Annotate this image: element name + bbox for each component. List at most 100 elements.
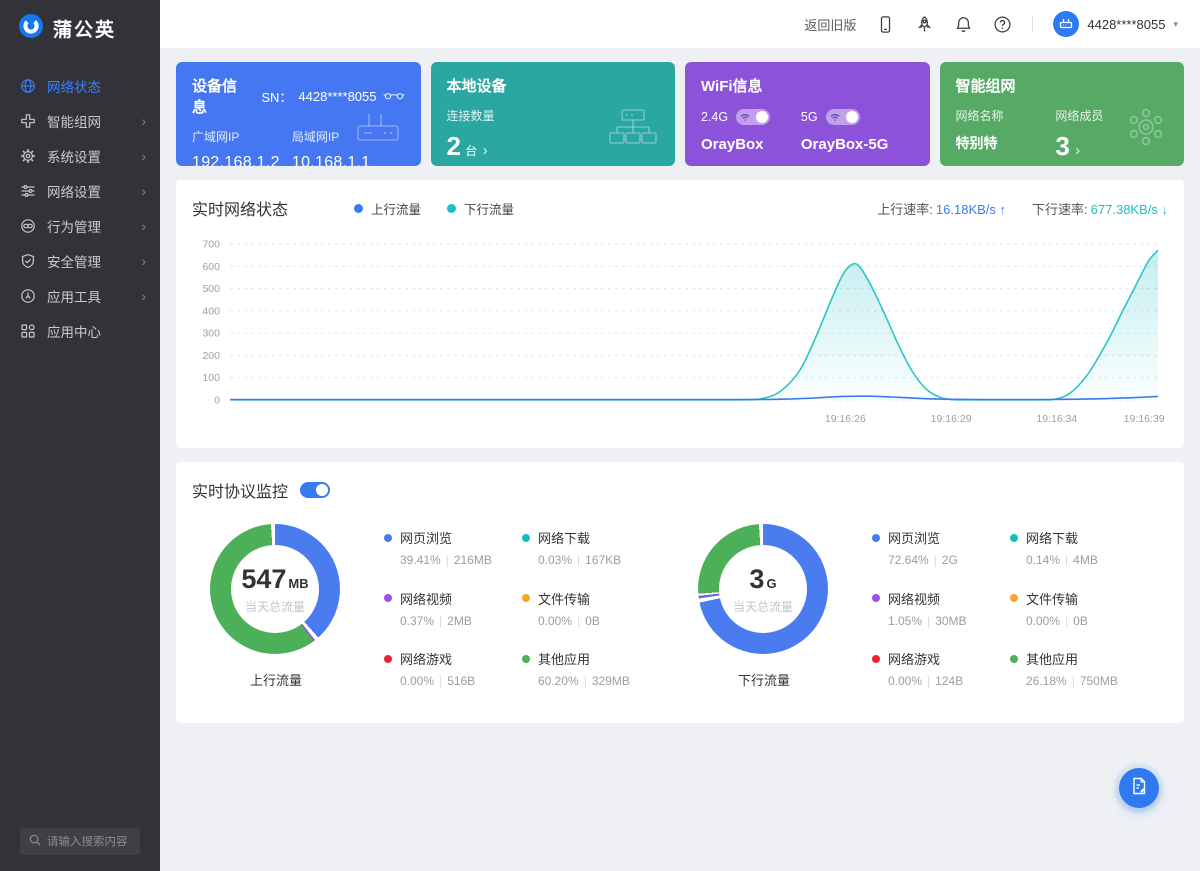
connection-count-value[interactable]: 2 台 › (446, 131, 488, 161)
sn-reveal-glasses-icon[interactable] (382, 89, 405, 104)
protocol-legend-item: 网络游戏 0.00% | 124B (872, 649, 1002, 689)
band-2g-label: 2.4G (701, 110, 729, 124)
main-area: 返回旧版 4428****8055 ▾ 设备信息 SN： (160, 0, 1200, 871)
router-watermark-icon (349, 111, 407, 156)
sidebar-item-network-status[interactable]: 网络状态 (0, 68, 160, 103)
rate-indicators: 上行速率: 16.18KB/s ↑ 下行速率: 677.38KB/s ↓ (877, 199, 1168, 218)
chevron-right-icon: › (141, 217, 146, 234)
content: 设备信息 SN： 4428****8055 广域网IP 192.168.1.2 (160, 48, 1200, 723)
document-edit-icon (1129, 776, 1149, 801)
chevron-right-icon: › (141, 287, 146, 304)
realtime-network-panel: 实时网络状态 上行流量 下行流量 上行速率: 16.18KB/s ↑ 下行速率: 67… (176, 180, 1184, 448)
lan-ip-label: 局域网IP (291, 130, 340, 144)
device-tree-watermark-icon (605, 107, 661, 156)
wifi-card-title: WiFi信息 (701, 78, 763, 95)
svg-text:300: 300 (202, 328, 220, 340)
legend-dot (522, 533, 530, 542)
router-avatar-icon (1053, 11, 1080, 37)
download-protocol-legend: 网页浏览 72.64% | 2G 网络下载 0.14% | 4MB 网络视频 1.05% | 30MB… (872, 528, 1140, 689)
network-members-value[interactable]: 3 › (1055, 131, 1081, 161)
network-name-label: 网络名称 (955, 109, 1004, 123)
download-total-caption: 当天总流量 (732, 599, 793, 614)
wifi-2g-toggle[interactable] (736, 109, 771, 125)
sidebar-item-smart-network[interactable]: 智能组网 › (0, 103, 160, 138)
mesh-icon (20, 113, 36, 129)
arrow-down-icon: ↓ (1161, 201, 1169, 217)
wan-ip-label: 广域网IP (192, 130, 240, 144)
summary-cards-row: 设备信息 SN： 4428****8055 广域网IP 192.168.1.2 (176, 62, 1184, 166)
svg-text:500: 500 (202, 283, 220, 295)
local-card-title: 本地设备 (446, 78, 507, 95)
svg-text:19:16:26: 19:16:26 (825, 413, 866, 425)
legend-dot (872, 594, 880, 603)
phone-icon[interactable] (876, 15, 895, 34)
legend-dot (1010, 654, 1018, 663)
legend-dot (354, 203, 364, 213)
download-rate: 下行速率: 677.38KB/s ↓ (1032, 201, 1169, 217)
device-card-title: 设备信息 (192, 78, 238, 116)
sidebar-item-app-tools[interactable]: 应用工具 › (0, 278, 160, 313)
upload-protocol-legend: 网页浏览 39.41% | 216MB 网络下载 0.03% | 167KB 网络视频 0.37%… (384, 528, 652, 689)
download-total-value: 3 (749, 563, 765, 594)
legend-dot (872, 654, 880, 663)
chevron-right-icon: › (482, 142, 488, 159)
ssid-2g: OrayBox (701, 136, 764, 153)
caret-down-icon: ▾ (1173, 18, 1178, 29)
protocol-legend-item: 网络下载 0.14% | 4MB (1010, 528, 1140, 568)
behavior-icon (20, 218, 36, 234)
upload-protocol-block: 547 MB 当天总流量 上行流量 网页浏览 39.41% | 216MB 网络下载 0.0… (192, 524, 680, 689)
svg-text:400: 400 (202, 305, 220, 317)
feedback-button[interactable] (1119, 768, 1159, 808)
protocol-legend-item: 文件传输 0.00% | 0B (1010, 589, 1140, 629)
grid-icon (20, 323, 36, 339)
ssid-5g: OrayBox-5G (800, 136, 889, 153)
device-info-card: 设备信息 SN： 4428****8055 广域网IP 192.168.1.2 (176, 62, 421, 166)
wifi-info-card: WiFi信息 2.4G 5G OrayBox (685, 62, 930, 166)
upload-donut-label: 上行流量 (249, 673, 302, 688)
legend-dot (447, 203, 457, 213)
sidebar-item-system-settings[interactable]: 系统设置 › (0, 138, 160, 173)
lan-ip-value: 10.168.1.1 (291, 154, 371, 166)
wifi-5g-toggle[interactable] (825, 109, 860, 125)
svg-text:100: 100 (202, 372, 220, 384)
account-name: 4428****8055 (1087, 16, 1166, 32)
protocol-monitor-toggle[interactable] (300, 482, 331, 498)
gear-icon (20, 148, 36, 164)
svg-text:600: 600 (202, 261, 220, 273)
topbar: 返回旧版 4428****8055 ▾ (160, 0, 1200, 48)
search-input[interactable] (47, 835, 131, 848)
sidebar-search[interactable] (20, 828, 140, 855)
device-sn: SN： 4428****8055 (261, 87, 405, 106)
sidebar-item-security-management[interactable]: 安全管理 › (0, 243, 160, 278)
protocol-legend-item: 网络游戏 0.00% | 516B (384, 649, 514, 689)
sidebar-item-behavior-management[interactable]: 行为管理 › (0, 208, 160, 243)
sidebar-item-app-center[interactable]: 应用中心 (0, 313, 160, 348)
sidebar: 蒲公英 网络状态 智能组网 › 系统设置 › 网络设置 › 行为管理 › 安全管理 › 应用工具 › 应用… (0, 0, 160, 871)
help-icon[interactable] (993, 15, 1012, 34)
shield-icon (20, 253, 36, 269)
rocket-icon[interactable] (915, 15, 934, 34)
arrow-up-icon: ↑ (999, 201, 1007, 217)
back-to-old-version-link[interactable]: 返回旧版 (804, 17, 857, 33)
bell-icon[interactable] (954, 15, 973, 34)
legend-item[interactable]: 上行流量 (354, 199, 421, 218)
brand-logo-icon (18, 13, 44, 44)
svg-text:0: 0 (214, 395, 220, 407)
sidebar-menu: 网络状态 智能组网 › 系统设置 › 网络设置 › 行为管理 › 安全管理 › 应用工具 › 应用中心 (0, 68, 160, 348)
sidebar-item-network-settings[interactable]: 网络设置 › (0, 173, 160, 208)
band-5g-label: 5G (800, 110, 818, 124)
svg-text:19:16:39: 19:16:39 (1124, 413, 1165, 425)
upload-total-value: 547 (241, 563, 287, 594)
protocol-legend-item: 文件传输 0.00% | 0B (522, 589, 652, 629)
protocol-legend-item: 网页浏览 39.41% | 216MB (384, 528, 514, 568)
account-menu[interactable]: 4428****8055 ▾ (1053, 11, 1178, 37)
network-name-value: 特别特 (955, 135, 998, 151)
chevron-right-icon: › (141, 252, 146, 269)
brand: 蒲公英 (0, 0, 160, 60)
legend-item[interactable]: 下行流量 (447, 199, 514, 218)
mesh-card-title: 智能组网 (955, 78, 1016, 95)
svg-text:19:16:29: 19:16:29 (931, 413, 972, 425)
